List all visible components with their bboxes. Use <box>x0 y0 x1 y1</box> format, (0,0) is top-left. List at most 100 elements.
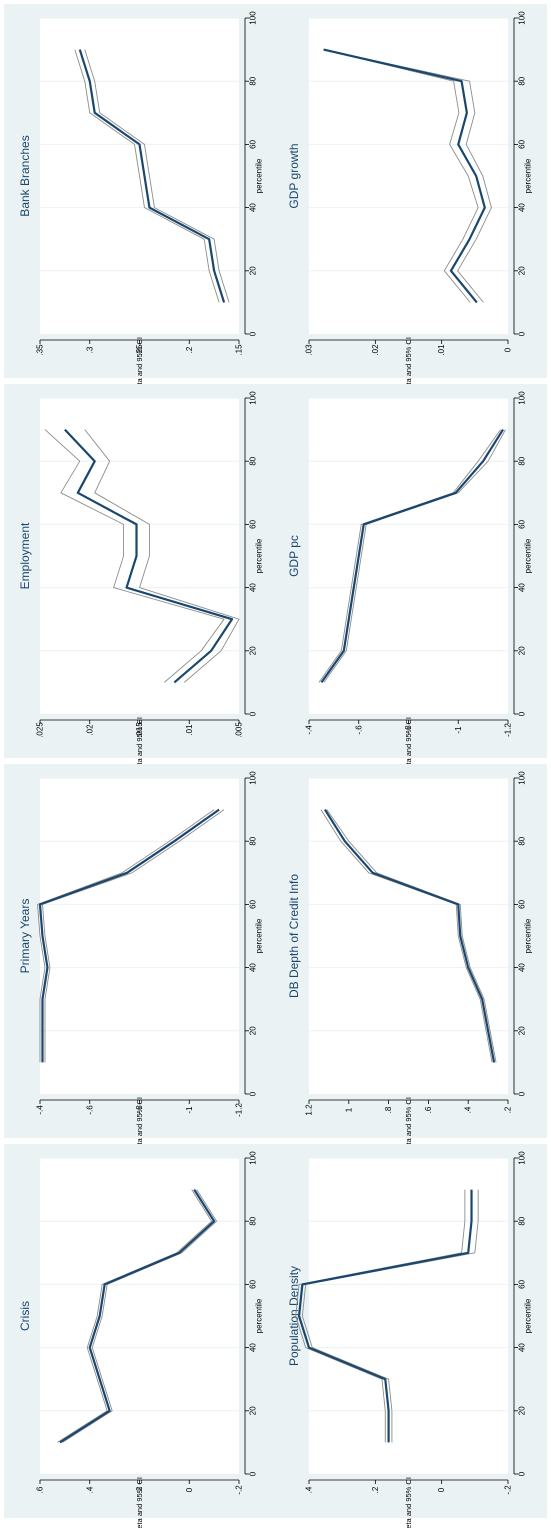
value-axis: .15 .2 .25 .3 .35 beta and 95% CI <box>36 18 246 393</box>
percentile-tick-label: 80 <box>518 836 527 845</box>
estimate-line <box>323 809 496 1063</box>
x-axis-label: percentile <box>524 1298 533 1333</box>
x-axis-label: percentile <box>255 538 264 573</box>
chart-panel: -1.2 -1 -.8 -.6 -.4 beta and 95% CI 0 20 40 60 80 1… <box>4 764 278 1153</box>
percentile-tick-label: 20 <box>249 1406 258 1415</box>
estimate-line <box>59 1189 216 1444</box>
ci-upper-line <box>44 429 225 683</box>
percentile-tick-label: 60 <box>249 899 258 908</box>
percentile-tick-label: 40 <box>518 963 527 972</box>
value-tick-label: 1.2 <box>305 1104 314 1116</box>
percentile-tick-label: 60 <box>249 139 258 148</box>
percentile-tick-label: 0 <box>249 331 258 336</box>
value-tick-label: .4 <box>85 1486 94 1493</box>
y-axis-label: beta and 95% CI <box>135 717 144 773</box>
ci-upper-line <box>74 49 220 303</box>
percentile-tick-label: 100 <box>249 391 258 405</box>
percentile-tick-label: 0 <box>249 1471 258 1476</box>
value-tick-label: -1 <box>185 1106 194 1114</box>
ci-upper-line <box>295 1189 466 1443</box>
percentile-tick-label: 80 <box>518 456 527 465</box>
ci-upper-line <box>323 49 479 303</box>
value-tick-label: .02 <box>371 344 380 356</box>
value-tick-label: .01 <box>185 724 194 736</box>
chart-panel: -1.2 -1 -.8 -.6 -.4 beta and 95% CI 0 20 40 60 80 1… <box>273 384 547 773</box>
ci-lower-line <box>42 809 225 1063</box>
estimate-line <box>323 48 486 304</box>
chart-panel: -.2 0 .2 .4 beta and 95% CI 0 20 40 60 80 100 perce… <box>273 1144 547 1528</box>
percentile-axis: 0 20 40 60 80 100 percentile <box>514 771 533 1096</box>
value-tick-label: -.6 <box>354 725 363 735</box>
value-tick-label: -1.2 <box>504 723 513 737</box>
y-axis-label: beta and 95% CI <box>404 717 413 773</box>
ci-lower-line <box>301 1189 479 1443</box>
ci-upper-line <box>37 809 215 1063</box>
chart-panel: .15 .2 .25 .3 .35 beta and 95% CI 0 20 40 60 80 100… <box>4 4 278 393</box>
percentile-tick-label: 0 <box>518 1471 527 1476</box>
chart-panel: 0 .01 .02 .03 beta and 95% CI 0 20 40 60 80 100 per… <box>273 4 547 393</box>
percentile-tick-label: 0 <box>518 711 527 716</box>
value-tick-label: 0 <box>437 1487 446 1492</box>
value-tick-label: .2 <box>504 1106 513 1113</box>
estimate-line <box>320 429 504 684</box>
chart-title: GDP growth <box>287 143 301 208</box>
plot-area <box>309 778 508 1094</box>
value-tick-label: .2 <box>135 1486 144 1493</box>
estimate-line <box>64 428 234 684</box>
plot-area <box>40 778 239 1094</box>
chart-title: Employment <box>18 522 32 589</box>
percentile-tick-label: 20 <box>249 266 258 275</box>
x-axis-label: percentile <box>255 918 264 953</box>
y-axis-label: beta and 95% CI <box>404 337 413 393</box>
value-axis: -1.2 -1 -.8 -.6 -.4 beta and 95% CI <box>36 778 246 1153</box>
ci-lower-line <box>323 49 492 303</box>
value-tick-label: .015 <box>135 722 144 738</box>
value-tick-label: -1.2 <box>235 1103 244 1117</box>
x-axis-label: percentile <box>524 918 533 953</box>
percentile-axis: 0 20 40 60 80 100 percentile <box>245 1151 264 1476</box>
percentile-tick-label: 60 <box>518 899 527 908</box>
chart-title: Bank Branches <box>18 135 32 216</box>
ci-upper-line <box>57 1189 213 1443</box>
y-axis-label: beta and 95% CI <box>404 1097 413 1153</box>
percentile-tick-label: 0 <box>518 1091 527 1096</box>
value-tick-label: .025 <box>36 722 45 738</box>
y-axis-label: beta and 95% CI <box>135 1097 144 1153</box>
percentile-tick-label: 100 <box>518 391 527 405</box>
percentile-tick-label: 60 <box>518 519 527 528</box>
percentile-tick-label: 40 <box>518 583 527 592</box>
value-tick-label: .4 <box>305 1486 314 1493</box>
value-tick-label: .2 <box>185 346 194 353</box>
percentile-tick-label: 100 <box>518 11 527 25</box>
ci-upper-line <box>320 809 493 1063</box>
value-tick-label: 1 <box>344 1107 353 1112</box>
value-tick-label: -.2 <box>504 1485 513 1495</box>
value-tick-label: -1 <box>454 726 463 734</box>
percentile-tick-label: 100 <box>249 771 258 785</box>
value-tick-label: 0 <box>185 1487 194 1492</box>
percentile-tick-label: 20 <box>518 1026 527 1035</box>
percentile-tick-label: 40 <box>249 203 258 212</box>
value-tick-label: .4 <box>464 1106 473 1113</box>
chart-title: DB Depth of Credit Info <box>287 874 301 998</box>
percentile-tick-label: 20 <box>249 1026 258 1035</box>
value-tick-label: 0 <box>504 347 513 352</box>
percentile-tick-label: 80 <box>249 1216 258 1225</box>
value-axis: -.2 0 .2 .4 .6 beta and 95% CI <box>36 1158 246 1528</box>
value-tick-label: -.4 <box>305 725 314 735</box>
percentile-axis: 0 20 40 60 80 100 percentile <box>514 1151 533 1476</box>
percentile-axis: 0 20 40 60 80 100 percentile <box>514 391 533 716</box>
ci-lower-line <box>323 429 506 683</box>
x-axis-label: percentile <box>524 538 533 573</box>
plot-area <box>309 398 508 714</box>
value-tick-label: -.8 <box>404 725 413 735</box>
plot-area <box>309 1158 508 1474</box>
percentile-axis: 0 20 40 60 80 100 percentile <box>245 391 264 716</box>
y-axis-label: beta and 95% CI <box>135 337 144 393</box>
value-tick-label: -.6 <box>85 1105 94 1115</box>
plot-area <box>40 398 239 714</box>
percentile-tick-label: 40 <box>518 1343 527 1352</box>
percentile-tick-label: 20 <box>249 646 258 655</box>
y-axis-label: beta and 95% CI <box>135 1477 144 1528</box>
value-tick-label: .15 <box>235 344 244 356</box>
